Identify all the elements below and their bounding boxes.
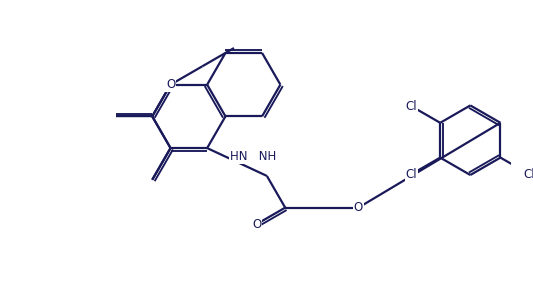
Text: O: O <box>354 201 363 214</box>
Text: Cl: Cl <box>523 168 533 181</box>
Text: O: O <box>252 218 261 231</box>
Text: N: N <box>166 78 175 91</box>
Text: Cl: Cl <box>406 100 417 113</box>
Text: Cl: Cl <box>406 168 417 181</box>
Text: O: O <box>166 78 175 91</box>
Text: HN   NH: HN NH <box>230 150 276 163</box>
